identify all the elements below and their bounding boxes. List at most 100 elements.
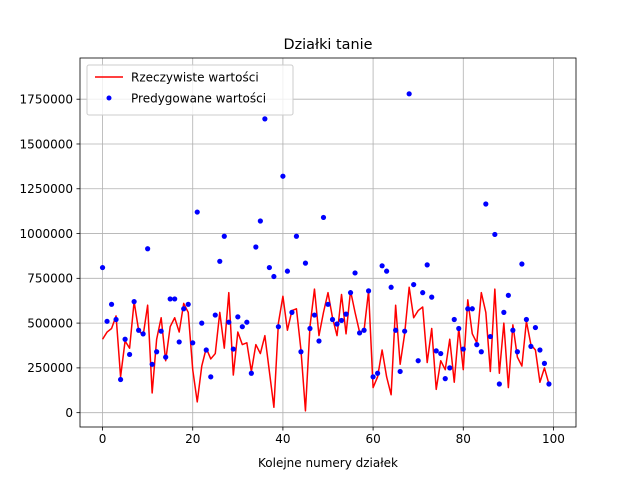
predicted-value-point — [406, 91, 412, 97]
predicted-value-point — [460, 346, 466, 352]
predicted-value-point — [388, 284, 394, 290]
predicted-value-point — [149, 361, 155, 367]
predicted-value-point — [343, 311, 349, 317]
predicted-value-point — [514, 349, 520, 355]
predicted-value-point — [438, 350, 444, 357]
predicted-value-point — [541, 360, 548, 367]
predicted-value-point — [384, 268, 390, 274]
predicted-value-point — [469, 306, 475, 312]
predicted-value-point — [140, 331, 146, 337]
predicted-value-point — [244, 319, 250, 325]
predicted-value-point — [280, 173, 286, 179]
x-tick-label: 60 — [365, 432, 380, 446]
legend-box — [86, 64, 294, 116]
predicted-value-point — [136, 327, 142, 333]
predicted-value-point — [442, 376, 448, 382]
plot-frame — [79, 57, 577, 428]
predicted-value-point — [113, 316, 119, 323]
y-tick-label: 500000 — [27, 316, 73, 330]
predicted-value-point — [537, 347, 543, 353]
predicted-value-point — [393, 327, 399, 333]
predicted-value-point — [230, 346, 236, 352]
predicted-value-point — [217, 258, 223, 264]
predicted-value-point — [253, 244, 259, 250]
y-tick-label: 1750000 — [20, 92, 73, 106]
predicted-value-point — [361, 327, 367, 333]
legend-marker-swatch — [106, 95, 112, 101]
predicted-value-point — [429, 294, 435, 300]
predicted-value-point — [329, 316, 336, 323]
x-tick-label: 80 — [456, 432, 471, 446]
predicted-value-point — [338, 317, 345, 324]
predicted-value-point — [212, 312, 218, 318]
predicted-value-point — [199, 320, 205, 326]
predicted-value-point — [496, 381, 502, 387]
predicted-value-point — [257, 218, 263, 224]
legend-label-actual: Rzeczywiste wartości — [131, 71, 259, 85]
predicted-value-point — [145, 246, 151, 252]
predicted-value-point — [262, 116, 268, 122]
predicted-value-point — [203, 347, 209, 353]
actual-values-line — [101, 286, 550, 412]
predicted-value-point — [447, 365, 453, 371]
predicted-value-point — [465, 306, 471, 312]
predicted-value-point — [379, 263, 385, 269]
predicted-value-point — [239, 324, 245, 330]
predicted-value-point — [510, 327, 516, 333]
y-tick-label: 1250000 — [20, 182, 73, 196]
predicted-value-point — [266, 264, 272, 271]
predicted-value-point — [248, 370, 254, 376]
predicted-value-point — [99, 264, 106, 271]
predicted-value-point — [356, 330, 363, 336]
predicted-value-point — [271, 273, 277, 280]
predicted-value-point — [176, 339, 182, 345]
predicted-value-point — [483, 201, 489, 207]
predicted-value-point — [505, 292, 511, 298]
predicted-value-point — [194, 209, 200, 215]
predicted-value-point — [519, 261, 525, 267]
predicted-value-point — [235, 314, 241, 320]
predicted-value-point — [370, 374, 376, 380]
predicted-value-point — [347, 290, 354, 296]
x-tick-label: 20 — [185, 432, 200, 446]
predicted-value-point — [474, 342, 480, 348]
predicted-value-point — [456, 325, 462, 332]
predicted-value-point — [415, 358, 421, 364]
x-tick-label: 0 — [99, 432, 107, 446]
predicted-value-point — [122, 336, 128, 342]
tick-layer: 0 20 40 60 80 100 0 250000 500000 750000 1000000 12… — [20, 92, 565, 446]
predicted-value-point — [289, 309, 295, 315]
predicted-value-point — [208, 374, 214, 380]
predicted-value-point — [433, 348, 439, 354]
predicted-value-point — [325, 301, 331, 307]
predicted-value-point — [375, 370, 381, 376]
y-tick-label: 1000000 — [20, 227, 73, 241]
predicted-value-point — [163, 354, 169, 360]
predicted-value-point — [307, 325, 313, 332]
predicted-value-point — [402, 328, 408, 334]
predicted-value-point — [181, 306, 187, 312]
predicted-value-point — [185, 301, 191, 307]
predicted-value-point — [501, 309, 507, 315]
predicted-value-point — [293, 233, 300, 239]
predicted-value-point — [154, 349, 160, 355]
predicted-value-point — [221, 233, 227, 239]
predicted-value-point — [117, 376, 124, 383]
predicted-value-point — [528, 343, 534, 349]
y-tick-label: 750000 — [27, 272, 73, 286]
predicted-value-point — [298, 349, 304, 355]
predicted-value-point — [284, 268, 291, 274]
predicted-value-point — [424, 262, 430, 268]
predicted-value-point — [334, 321, 340, 327]
predicted-value-point — [523, 316, 530, 323]
predicted-value-point — [190, 340, 196, 346]
y-tick-label: 250000 — [27, 361, 73, 375]
predicted-value-point — [487, 333, 493, 340]
series-layer — [99, 91, 552, 412]
predicted-value-point — [131, 299, 137, 305]
predicted-value-point — [108, 301, 115, 307]
predicted-value-point — [352, 270, 358, 276]
predicted-value-point — [451, 316, 457, 323]
predicted-value-point — [275, 324, 281, 330]
